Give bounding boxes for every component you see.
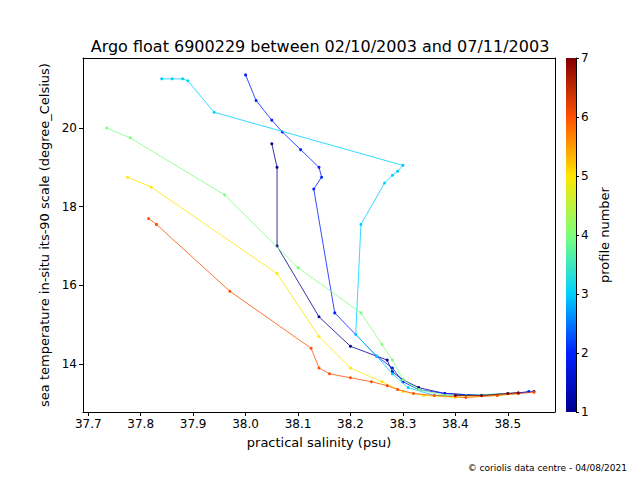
svg-text:38.5: 38.5: [494, 417, 521, 431]
svg-text:practical salinity (psu): practical salinity (psu): [247, 435, 391, 450]
svg-text:Argo float 6900229 between 02/: Argo float 6900229 between 02/10/2003 an…: [91, 37, 550, 56]
svg-text:2: 2: [581, 346, 589, 360]
svg-text:38.2: 38.2: [337, 417, 364, 431]
svg-text:3: 3: [581, 287, 589, 301]
svg-text:profile number: profile number: [597, 186, 612, 283]
svg-text:37.7: 37.7: [75, 417, 102, 431]
svg-text:6: 6: [581, 110, 589, 124]
svg-text:38.1: 38.1: [285, 417, 312, 431]
svg-text:37.8: 37.8: [127, 417, 154, 431]
svg-text:sea temperature in-situ its-90: sea temperature in-situ its-90 scale (de…: [37, 63, 52, 407]
svg-text:14: 14: [62, 357, 77, 371]
svg-text:7: 7: [581, 51, 589, 65]
svg-text:4: 4: [581, 228, 589, 242]
svg-text:5: 5: [581, 169, 589, 183]
svg-text:20: 20: [62, 121, 77, 135]
svg-text:1: 1: [581, 405, 589, 419]
svg-text:38.3: 38.3: [390, 417, 417, 431]
svg-text:37.9: 37.9: [180, 417, 207, 431]
svg-text:16: 16: [62, 278, 77, 292]
svg-text:18: 18: [62, 200, 77, 214]
svg-text:© coriolis data centre - 04/08: © coriolis data centre - 04/08/2021: [468, 463, 627, 473]
svg-text:38.4: 38.4: [442, 417, 469, 431]
svg-text:38.0: 38.0: [232, 417, 259, 431]
